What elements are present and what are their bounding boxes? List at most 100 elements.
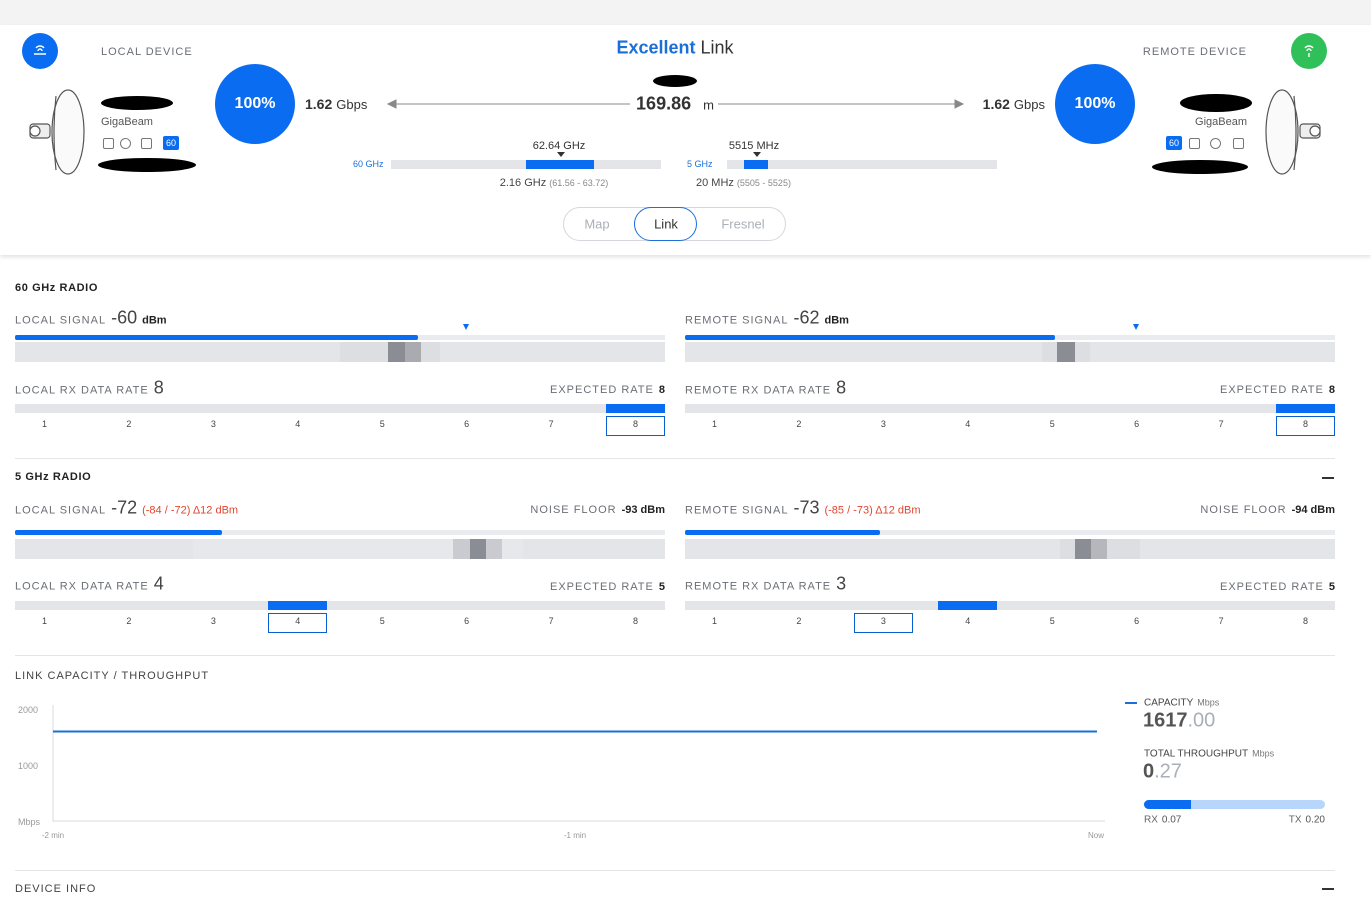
- local-dish: [29, 89, 85, 175]
- top-band: [0, 0, 1371, 25]
- quality: Excellent: [616, 37, 696, 58]
- capacity-unit: Mbps: [1197, 697, 1220, 708]
- local-expected-5: EXPECTED RATE 5: [550, 581, 665, 593]
- throughput-legend: TOTAL THROUGHPUT Mbps: [1144, 749, 1274, 760]
- band_5-width: 20 MHz (5505 - 5525): [696, 177, 791, 189]
- throughput-int: 0: [1143, 760, 1155, 783]
- throughput-frac: .27: [1154, 760, 1182, 783]
- rate-track: [685, 404, 1335, 413]
- local-score-circle: [215, 64, 295, 144]
- rate-scale-label: 7: [548, 419, 554, 429]
- rate-value: 8: [153, 377, 164, 398]
- local-status-icon: [103, 138, 114, 149]
- rate-scale-label: 8: [632, 616, 639, 626]
- rate-scale-label: 6: [1134, 616, 1140, 626]
- remote-expected-5: EXPECTED RATE 5: [1220, 581, 1335, 593]
- signal-history-cell: [470, 539, 486, 559]
- section-title: LINK CAPACITY / THROUGHPUT: [15, 670, 210, 682]
- remote-rate-60: REMOTE RX DATA RATE 8: [685, 378, 846, 399]
- capacity-value: 1617.00: [1143, 710, 1215, 733]
- tab[interactable]: Fresnel: [721, 216, 765, 232]
- signal-track: [685, 530, 1335, 535]
- expected-value: 5: [658, 581, 665, 593]
- x-tick-label: -2 min: [42, 831, 64, 840]
- rate-scale-label: 2: [126, 616, 132, 626]
- band_60-range: (61.56 - 63.72): [549, 178, 609, 188]
- remote-model: GigaBeam: [1195, 116, 1247, 128]
- rate-scale-label: 4: [295, 419, 301, 429]
- band_60-width: 2.16 GHz (61.56 - 63.72): [500, 177, 609, 189]
- rate-scale-label: 2: [796, 616, 802, 626]
- remote-rate-5: REMOTE RX DATA RATE 3: [685, 574, 846, 595]
- remote-expected-60: EXPECTED RATE 8: [1220, 384, 1335, 396]
- signal-track: [15, 530, 665, 535]
- x-tick-label: -1 min: [564, 831, 586, 840]
- band_5-marker: [753, 152, 761, 157]
- band_5-label: 5 GHz: [687, 159, 713, 169]
- collapse-icon: [1322, 477, 1334, 479]
- capacity-int: 1617: [1143, 709, 1188, 732]
- tab-active-outline: [634, 207, 697, 241]
- signal-history-cell: [1091, 539, 1107, 559]
- tab[interactable]: Map: [584, 216, 610, 232]
- signal-history-cell: [193, 539, 523, 559]
- rate-selected: [853, 613, 913, 633]
- band_5-center: 5515 MHz: [728, 140, 780, 152]
- rate-value: 4: [153, 573, 164, 594]
- band_5-width-value: 20 MHz: [696, 177, 734, 189]
- rate-track: [15, 404, 665, 413]
- remote-capacity-value: 1.62: [982, 96, 1010, 112]
- signal-history: [685, 342, 1335, 362]
- tx-label: TX: [1288, 814, 1302, 826]
- rate-selected: [606, 416, 665, 436]
- remote-icon-glyph: [1304, 45, 1314, 57]
- local-icon: [22, 33, 58, 69]
- rate-scale-label: 3: [210, 419, 216, 429]
- local-icon-glyph: [34, 45, 46, 55]
- quality-suffix: Link: [700, 37, 734, 58]
- remote-capacity: 1.62 Gbps: [983, 96, 1045, 112]
- tab[interactable]: Link: [654, 216, 678, 232]
- legend-swatch: [1125, 702, 1137, 704]
- rx-stat: RX 0.07: [1144, 815, 1181, 826]
- local-status-icon: [120, 138, 131, 149]
- capacity-legend: CAPACITY Mbps: [1144, 698, 1219, 709]
- expected-value: 8: [658, 384, 665, 396]
- y-tick-label: 2000: [18, 705, 38, 715]
- local-signal-60: LOCAL SIGNAL -60 dBm: [15, 308, 167, 329]
- rate-label: REMOTE RX DATA RATE: [685, 580, 832, 593]
- signal-value: -73: [793, 497, 820, 518]
- local-expected-60: EXPECTED RATE 8: [550, 384, 665, 396]
- section-title: DEVICE INFO: [15, 883, 97, 895]
- band_5-channel: [744, 160, 768, 169]
- signal-unit: dBm: [824, 314, 849, 327]
- signal-label: REMOTE SIGNAL: [685, 504, 789, 517]
- rate-scale-label: 7: [548, 616, 554, 626]
- rate-scale-label: 8: [1302, 419, 1309, 429]
- rate-current: [938, 601, 997, 610]
- remote-capacity-unit: Gbps: [1013, 97, 1045, 112]
- rate-value: 3: [836, 573, 847, 594]
- expected-value: 8: [1328, 384, 1335, 396]
- rate-scale-label: 4: [965, 616, 971, 626]
- distance: 169.86 m: [636, 94, 714, 115]
- signal-history-cell: [388, 342, 405, 362]
- remote-status-icon: [1233, 138, 1244, 149]
- rate-scale-label: 6: [464, 616, 470, 626]
- rx-label: RX: [1144, 814, 1158, 826]
- rate-scale-label: 4: [965, 419, 971, 429]
- remote-status-icon: [1189, 138, 1200, 149]
- signal-label: LOCAL SIGNAL: [15, 504, 107, 517]
- legend-name: CAPACITY: [1144, 697, 1194, 709]
- rate-scale-label: 4: [295, 616, 301, 626]
- signal-label: LOCAL SIGNAL: [15, 314, 107, 327]
- band_5-track: [727, 160, 997, 169]
- local-band-badge: 60: [163, 136, 180, 150]
- band_5-range: (5505 - 5525): [736, 178, 791, 188]
- rx-bar: [1144, 800, 1191, 809]
- rate-scale-label: 1: [711, 616, 718, 626]
- rate-scale-label: 1: [711, 419, 718, 429]
- expected-label: EXPECTED RATE: [1220, 384, 1324, 396]
- rate-scale-label: 1: [41, 419, 48, 429]
